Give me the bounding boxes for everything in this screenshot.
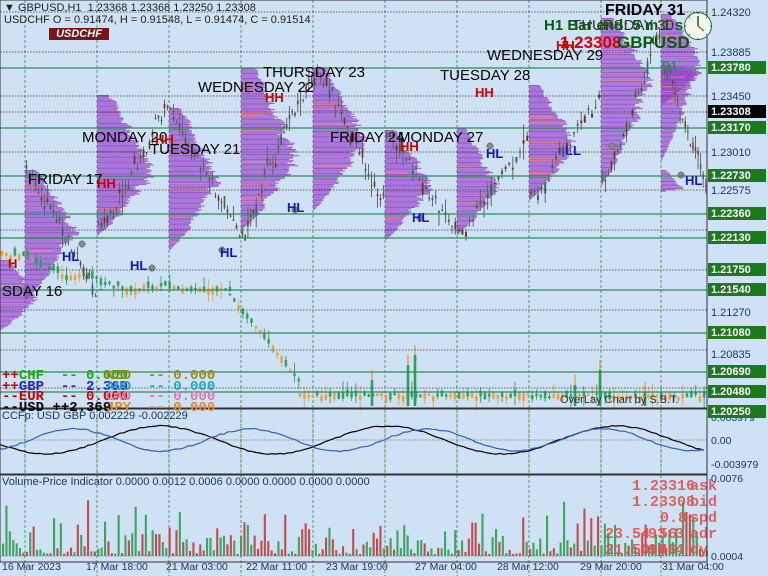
svg-text:17 Mar 18:00: 17 Mar 18:00	[86, 561, 148, 573]
svg-text:Volume-Price Indicator 0.0000: Volume-Price Indicator 0.0000 0.0012 0.0…	[2, 476, 370, 488]
svg-text:1.20250: 1.20250	[711, 406, 751, 418]
svg-text:1.22575: 1.22575	[711, 185, 751, 197]
svg-text:21 Mar 03:00: 21 Mar 03:00	[166, 561, 228, 573]
svg-text:0.8: 0.8	[660, 510, 687, 527]
svg-text:1.22130: 1.22130	[711, 232, 751, 244]
svg-text:1.21540: 1.21540	[711, 284, 751, 296]
svg-text:spd: spd	[690, 510, 717, 527]
svg-text:-0.003979: -0.003979	[711, 459, 758, 471]
svg-text:28 Mar 12:00: 28 Mar 12:00	[497, 561, 559, 573]
svg-text:OverLay Chart by S.B.T.: OverLay Chart by S.B.T.	[560, 394, 679, 406]
svg-text:ask: ask	[690, 478, 717, 495]
svg-text:29 Mar 20:00: 29 Mar 20:00	[580, 561, 642, 573]
svg-text:23.54.56: 23.54.56	[605, 526, 677, 543]
svg-text:bid: bid	[690, 494, 717, 511]
svg-text:1.20835: 1.20835	[711, 349, 751, 361]
svg-text:1.23780: 1.23780	[711, 62, 751, 74]
svg-text:1.20690: 1.20690	[711, 366, 751, 378]
svg-text:1.23450: 1.23450	[711, 91, 751, 103]
svg-text:1.23308: 1.23308	[711, 106, 751, 118]
svg-text:adr: adr	[690, 526, 717, 543]
svg-text:dy: dy	[690, 542, 708, 559]
svg-text:0.00: 0.00	[711, 435, 732, 447]
svg-text:1.23316: 1.23316	[632, 478, 695, 495]
svg-text:22 Mar 11:00: 22 Mar 11:00	[246, 561, 307, 573]
svg-text:1.21080: 1.21080	[711, 327, 751, 339]
svg-text:21.50.46: 21.50.46	[605, 542, 677, 559]
svg-text:1.23170: 1.23170	[711, 122, 751, 134]
svg-text:1.23308: 1.23308	[632, 494, 695, 511]
svg-text:1.23010: 1.23010	[711, 147, 751, 159]
svg-text:16 Mar 2023: 16 Mar 2023	[2, 561, 61, 573]
svg-text:23 Mar 19:00: 23 Mar 19:00	[326, 561, 388, 573]
svg-text:1.22730: 1.22730	[711, 170, 751, 182]
svg-text:31 Mar 04:00: 31 Mar 04:00	[662, 561, 724, 573]
svg-text:1.21270: 1.21270	[711, 307, 751, 319]
svg-text:1.21750: 1.21750	[711, 264, 751, 276]
svg-text:27 Mar 04:00: 27 Mar 04:00	[415, 561, 477, 573]
svg-text:1.20480: 1.20480	[711, 386, 751, 398]
svg-text:1.22360: 1.22360	[711, 208, 751, 220]
